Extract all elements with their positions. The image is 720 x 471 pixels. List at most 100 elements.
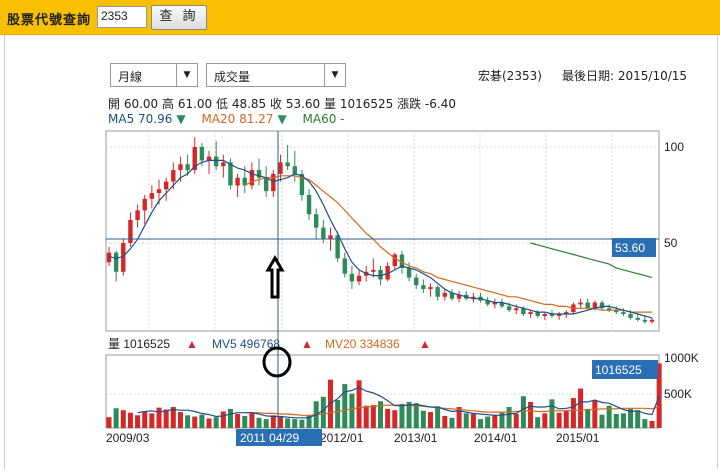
- volume-bar: [435, 406, 441, 428]
- indicator-select[interactable]: 成交量 ▼: [206, 63, 346, 87]
- volume-bar: [235, 414, 241, 428]
- current-volume-label: 1016525: [592, 360, 658, 379]
- volume-bar: [570, 398, 576, 428]
- volume-bar: [199, 414, 205, 428]
- ma60-line: [530, 242, 653, 279]
- quote-row: 開 60.00 高 61.00 低 48.85 收 53.60 量 101652…: [108, 95, 456, 112]
- candle: [335, 231, 340, 263]
- period-select-value: 月線: [118, 70, 143, 84]
- volume-bar: [556, 412, 562, 428]
- volume-tick-500k: 500K: [664, 387, 692, 401]
- ma5-legend: MA5 70.96: [108, 112, 173, 126]
- ma60-legend: MA60 -: [302, 112, 345, 126]
- quote-change: 漲跌 -6.40: [397, 97, 456, 111]
- price-grid: [106, 131, 659, 331]
- volume-bar: [156, 407, 162, 428]
- volume-bar: [292, 419, 298, 428]
- volume-bar: [192, 416, 198, 428]
- candle: [385, 262, 390, 282]
- stock-code-input[interactable]: 2353: [97, 6, 147, 28]
- candle: [192, 137, 197, 174]
- volume-bar: [463, 413, 469, 428]
- candle: [256, 158, 262, 186]
- candle: [485, 296, 490, 307]
- volume-bar: [113, 408, 119, 428]
- volume-bar: [549, 399, 555, 428]
- volume-bar: [499, 412, 505, 428]
- volume-bar: [349, 393, 355, 428]
- volume-bar: [642, 419, 648, 428]
- volume-bar: [578, 388, 584, 428]
- volume-bar: [227, 408, 233, 428]
- candle: [142, 195, 147, 224]
- candle: [449, 289, 455, 301]
- candle: [621, 308, 626, 316]
- volume-bar: [363, 405, 369, 428]
- candle: [421, 279, 426, 293]
- candle: [342, 252, 347, 278]
- chevron-down-icon[interactable]: ▼: [324, 64, 345, 86]
- volume-tick-1000k: 1000K: [664, 351, 699, 365]
- candle: [235, 173, 240, 197]
- time-label-2013-01: 2013/01: [394, 431, 438, 445]
- ma20-legend: MA20 81.27: [201, 112, 274, 126]
- candle: [649, 317, 655, 324]
- top-bar: 股票代號查詢 2353 查 詢: [0, 0, 720, 35]
- query-button[interactable]: 查 詢: [151, 5, 207, 30]
- indicator-select-value: 成交量: [214, 70, 251, 84]
- candle: [163, 177, 169, 201]
- volume-bar: [163, 409, 169, 428]
- candle: [135, 204, 140, 228]
- candle: [278, 154, 283, 182]
- volume-bar: [428, 412, 434, 428]
- candle: [556, 312, 562, 320]
- candle: [471, 292, 476, 303]
- volume-bar: [520, 396, 526, 428]
- volume-bar: [249, 413, 255, 428]
- volume-bar: [285, 418, 291, 428]
- volume-bar: [206, 418, 212, 428]
- volume-bar: [470, 414, 476, 428]
- candle: [271, 170, 276, 197]
- time-label-2009-03: 2009/03: [106, 431, 150, 445]
- volume-bar: [413, 403, 419, 428]
- candle: [285, 145, 290, 171]
- volume-bar: [456, 407, 462, 428]
- volume-bar: [592, 400, 598, 428]
- volume-bar: [220, 411, 226, 428]
- volume-bar: [485, 416, 491, 428]
- mv20-line: [244, 404, 660, 416]
- volume-bar: [478, 419, 484, 428]
- circle-annotation: [262, 346, 292, 378]
- chevron-down-icon[interactable]: ▼: [176, 64, 197, 86]
- volume-bar: [356, 380, 362, 428]
- candle: [371, 258, 376, 278]
- candle: [321, 219, 326, 243]
- candle: [356, 269, 362, 286]
- volume-bar: [277, 416, 283, 428]
- quote-low: 低 48.85: [216, 97, 267, 111]
- quote-close: 收 53.60: [270, 97, 321, 111]
- current-volume-value: 1016525: [595, 363, 642, 377]
- volume-bar: [263, 419, 269, 428]
- volume-bar: [149, 413, 155, 428]
- volume-bar: [420, 410, 426, 428]
- volume-bar: [135, 415, 141, 428]
- stock-query-title: 股票代號查詢: [7, 13, 92, 28]
- ma-lines: [108, 159, 653, 319]
- volume-legend: 量 1016525 ▲ MV5 496768 ▲ MV20 334836 ▲: [108, 337, 431, 351]
- chart-panel: [4, 35, 718, 469]
- candle: [478, 292, 483, 303]
- candle: [242, 166, 247, 194]
- candle: [578, 298, 583, 309]
- volume-bar: [628, 408, 634, 428]
- up-triangle-icon: ▲: [301, 337, 313, 351]
- volume-bar: [399, 403, 405, 428]
- mv5-legend: MV5 496768: [212, 337, 280, 351]
- current-price-value: 53.60: [615, 241, 645, 255]
- candle: [113, 250, 119, 282]
- candle: [492, 298, 498, 309]
- price-panel-frame: [105, 130, 660, 332]
- period-select[interactable]: 月線 ▼: [110, 63, 198, 87]
